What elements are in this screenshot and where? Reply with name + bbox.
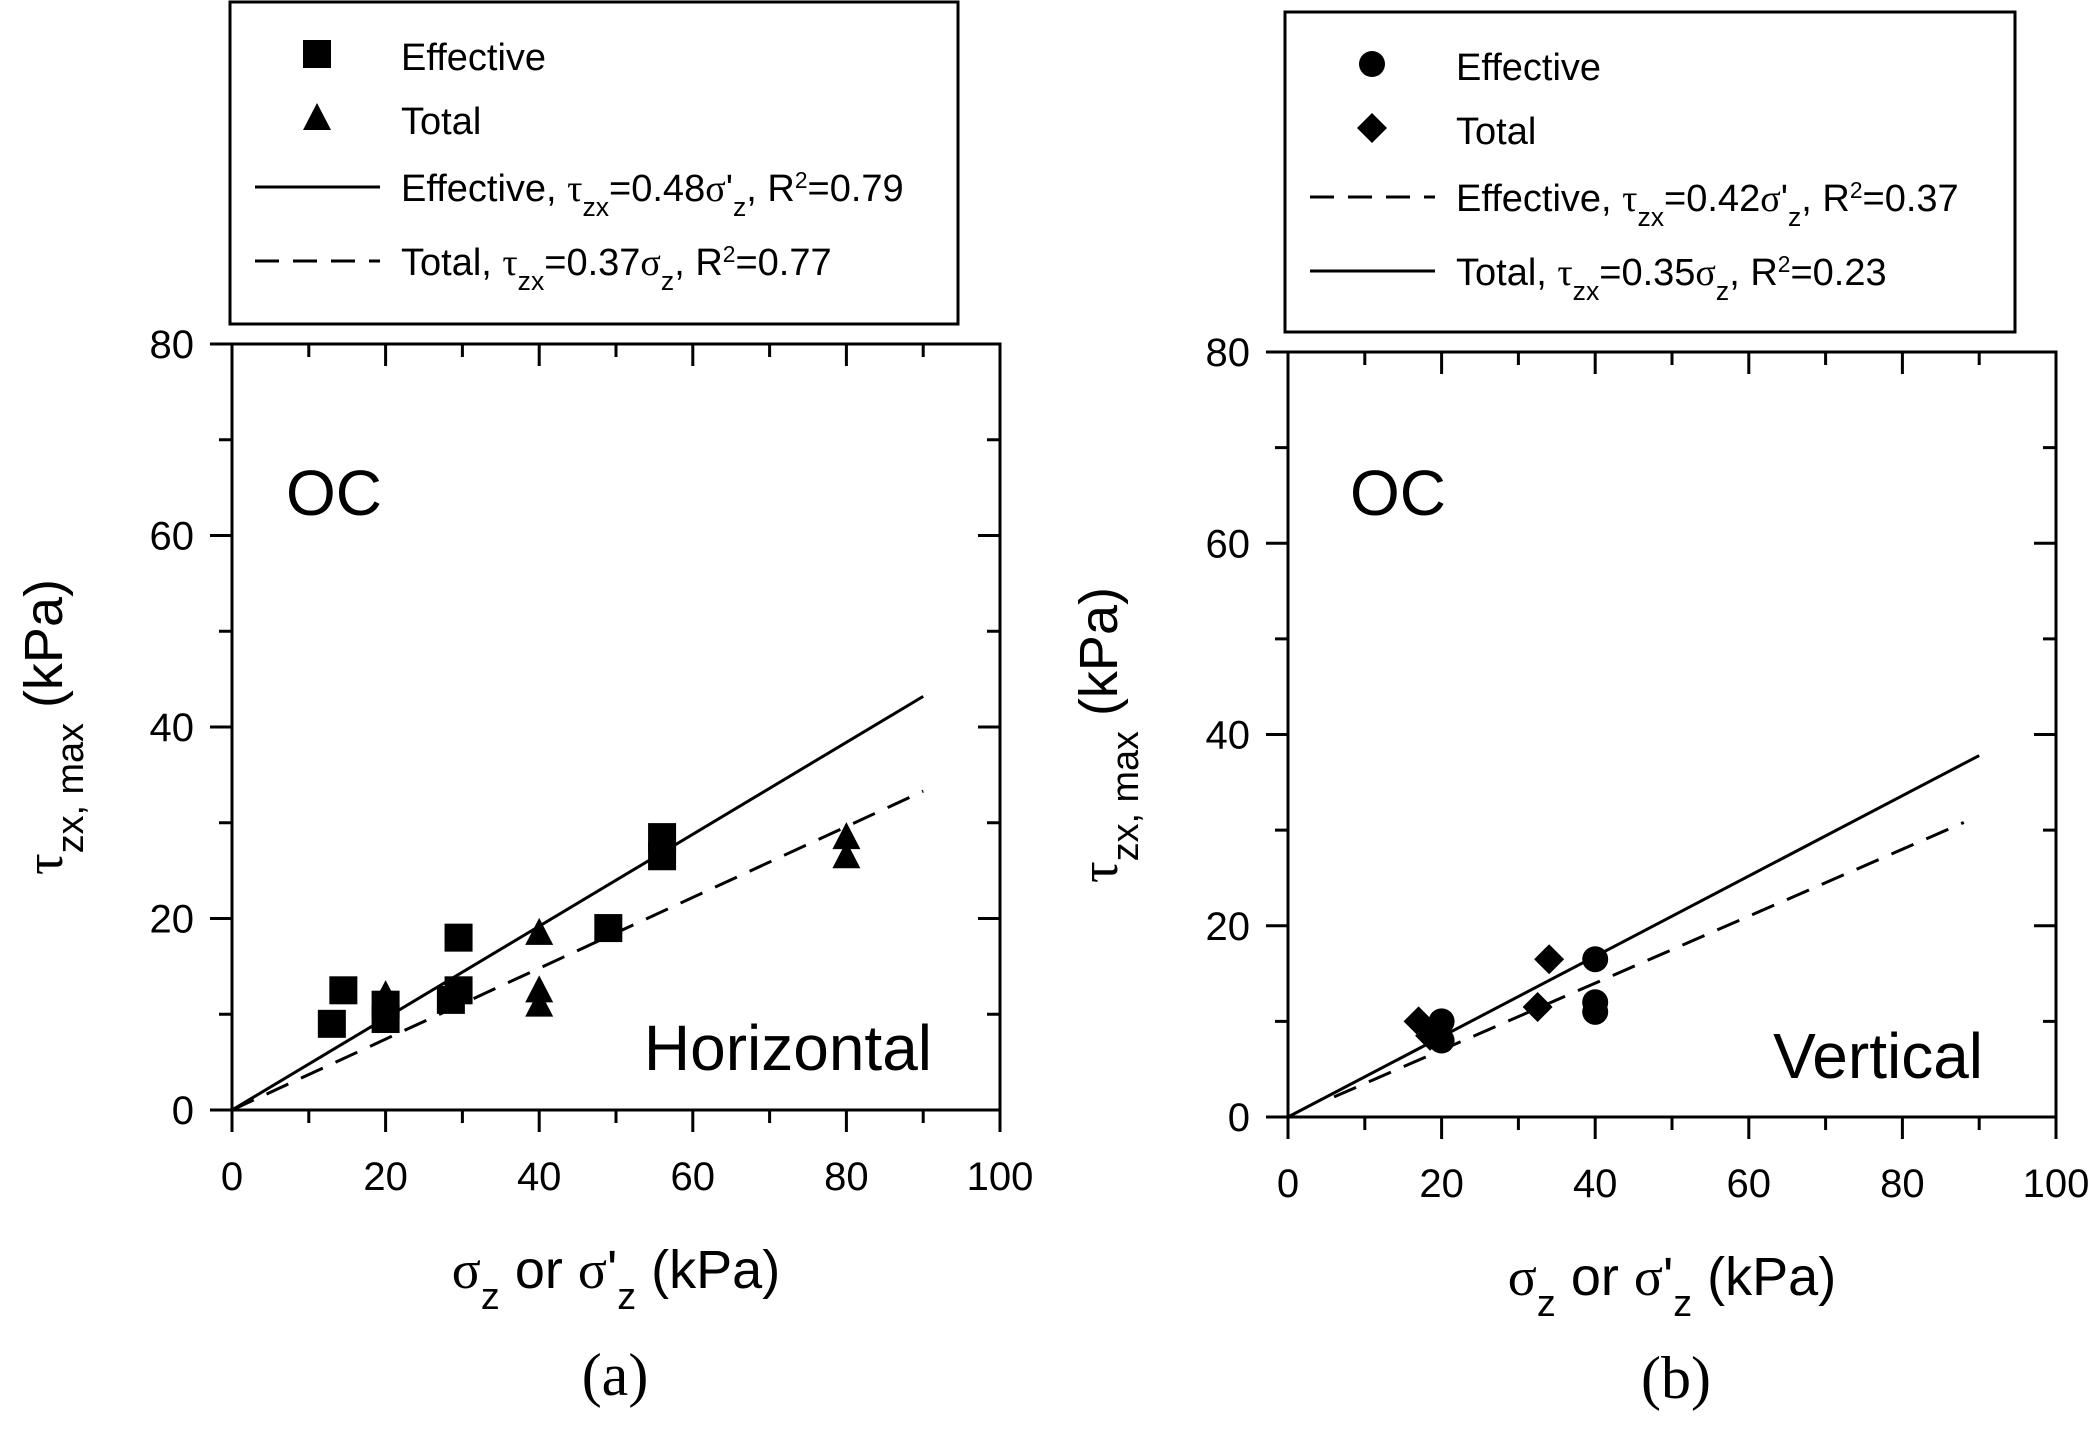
legend: Effective Total Effective, τzx=0.42σ'z, R2…: [1283, 10, 2017, 334]
data-point-total: [1534, 944, 1565, 975]
y-tick-label: 20: [1206, 905, 1251, 949]
x-tick-label: 100: [967, 1155, 1034, 1199]
fit-line-solid: [1287, 754, 1980, 1119]
legend-label: Total, τzx=0.37σz, R2=0.77: [401, 241, 832, 296]
x-axis-title: σz or σ'z (kPa): [1508, 1247, 1836, 1325]
condition-label: OC: [286, 457, 382, 529]
legend-label: Effective, τzx=0.42σ'z, R2=0.37: [1456, 177, 1959, 232]
data-point-total: [1522, 992, 1553, 1023]
x-tick-label: 100: [2023, 1162, 2090, 1206]
y-tick-label: 60: [150, 515, 195, 559]
legend-marker-diamond: [1357, 113, 1387, 143]
data-point-total: [525, 917, 554, 945]
x-tick-label: 40: [1573, 1162, 1618, 1206]
x-tick-label: 80: [824, 1155, 869, 1199]
x-tick-label: 20: [363, 1155, 408, 1199]
legend-label: Total: [401, 101, 481, 143]
legend-label: Total: [1456, 111, 1536, 153]
data-point-effective: [1582, 998, 1609, 1025]
data-point-effective: [329, 976, 358, 1005]
y-tick-label: 0: [172, 1089, 194, 1133]
y-tick-label: 80: [1206, 331, 1251, 375]
chart-panel-a: 0 20 40 60 80 100 0 20 40 60 80 OC Horizontal σz or σ…: [14, 0, 1034, 1408]
data-point-effective: [1582, 946, 1609, 973]
x-tick-label: 20: [1419, 1162, 1464, 1206]
y-tick-label: 60: [1206, 522, 1251, 566]
x-tick-label: 0: [1277, 1162, 1299, 1206]
orientation-label: Horizontal: [644, 1012, 932, 1084]
x-tick-label: 0: [221, 1155, 243, 1199]
legend-marker-circle: [1359, 51, 1385, 77]
y-tick-label: 20: [150, 898, 195, 942]
data-point-total: [525, 975, 554, 1003]
legend-box: [228, 0, 960, 326]
legend-label: Effective: [401, 37, 546, 79]
y-axis-title: τzx, max (kPa): [14, 579, 92, 875]
fit-line-dashed: [231, 789, 924, 1112]
data-point-total: [525, 989, 554, 1017]
data-point-effective: [594, 914, 623, 943]
data-point-total: [832, 822, 861, 850]
data-point-effective: [648, 823, 677, 852]
legend: Effective Total Effective, τzx=0.48σ'z, R2…: [228, 0, 960, 326]
legend-label: Total, τzx=0.35σz, R2=0.23: [1456, 251, 1887, 306]
y-tick-label: 0: [1228, 1096, 1250, 1140]
condition-label: OC: [1350, 457, 1446, 529]
data-point-total: [371, 980, 400, 1008]
chart-panel-b: 0 20 40 60 80 100 0 20 40 60 80 OC Vertical σz or σ'z…: [1069, 10, 2090, 1411]
panel-caption: (b): [1641, 1345, 1711, 1411]
data-point-effective: [317, 1009, 346, 1038]
legend-label: Effective: [1456, 47, 1601, 89]
data-point-total: [832, 841, 861, 869]
x-tick-label: 60: [1727, 1162, 1772, 1206]
orientation-label: Vertical: [1773, 1020, 1983, 1092]
data-point-total: [1415, 1020, 1446, 1051]
x-tick-label: 80: [1880, 1162, 1925, 1206]
data-point-effective: [444, 976, 473, 1005]
y-tick-label: 40: [1206, 714, 1251, 758]
fit-line-solid: [231, 695, 924, 1112]
data-point-effective: [444, 923, 473, 952]
legend-box: [1283, 10, 2017, 334]
legend-marker-triangle: [303, 103, 331, 130]
y-tick-label: 40: [150, 706, 195, 750]
legend-marker-square: [303, 40, 331, 68]
y-tick-label: 80: [150, 323, 195, 367]
x-tick-label: 40: [517, 1155, 562, 1199]
legend-label: Effective, τzx=0.48σ'z, R2=0.79: [401, 167, 904, 222]
y-axis-title: τzx, max (kPa): [1069, 587, 1147, 883]
x-axis-title: σz or σ'z (kPa): [452, 1240, 780, 1318]
panel-caption: (a): [582, 1342, 649, 1408]
x-tick-label: 60: [671, 1155, 716, 1199]
data-point-total: [371, 994, 400, 1022]
